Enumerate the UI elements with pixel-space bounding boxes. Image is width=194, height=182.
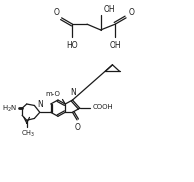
- Text: OH: OH: [103, 5, 115, 14]
- Text: O: O: [128, 8, 134, 17]
- Text: N: N: [71, 88, 76, 97]
- Text: OH: OH: [109, 41, 121, 50]
- Text: m-O: m-O: [46, 91, 61, 97]
- Text: O: O: [53, 8, 59, 17]
- Text: CH$_3$: CH$_3$: [21, 129, 35, 139]
- Text: O: O: [75, 123, 81, 132]
- Text: N: N: [37, 100, 43, 109]
- Text: COOH: COOH: [93, 104, 113, 110]
- Text: HO: HO: [67, 41, 78, 50]
- Text: H$_2$N: H$_2$N: [2, 103, 17, 114]
